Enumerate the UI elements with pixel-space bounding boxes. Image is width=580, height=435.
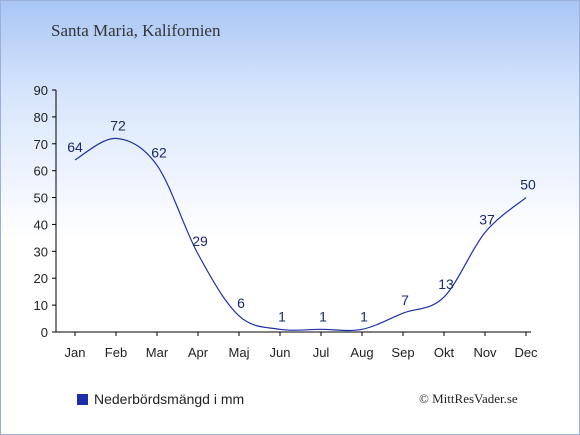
x-tick-label: Mar (146, 345, 169, 360)
x-tick-label: Jul (313, 345, 330, 360)
y-tick-label: 60 (34, 164, 48, 179)
legend-label: Nederbördsmängd i mm (94, 391, 245, 407)
y-tick-label: 90 (34, 83, 48, 98)
credit-text: © MittResVader.se (419, 391, 518, 406)
y-tick-label: 10 (34, 298, 48, 313)
x-tick-label: Maj (229, 345, 250, 360)
data-label: 37 (479, 212, 495, 228)
y-tick-label: 70 (34, 137, 48, 152)
y-tick-label: 40 (34, 217, 48, 232)
x-tick-label: Jun (270, 345, 291, 360)
data-label: 50 (520, 177, 536, 193)
data-label: 64 (67, 139, 83, 155)
data-label: 1 (319, 308, 327, 324)
y-tick-label: 0 (41, 325, 48, 340)
data-labels: 64 72 62 29 6 1 1 1 7 13 37 50 (67, 117, 536, 324)
x-tick-label: Jan (65, 345, 86, 360)
y-tick-label: 80 (34, 110, 48, 125)
data-label: 1 (360, 308, 368, 324)
x-tick-label: Apr (188, 345, 209, 360)
x-tick-label: Aug (350, 345, 373, 360)
series-line (74, 137, 527, 332)
y-tick-label: 30 (34, 244, 48, 259)
legend-swatch (77, 393, 88, 405)
x-tick-label: Feb (105, 345, 127, 360)
data-label: 62 (151, 144, 167, 160)
data-label: 1 (278, 308, 286, 324)
data-label: 29 (192, 233, 208, 249)
data-label: 7 (401, 292, 409, 308)
y-tick-label: 20 (34, 271, 48, 286)
x-tick-label: Dec (514, 345, 538, 360)
x-tick-label: Sep (391, 345, 414, 360)
y-tick-label: 50 (34, 191, 48, 206)
series-group (74, 137, 527, 332)
data-label: 6 (237, 295, 245, 311)
x-tick-label: Nov (473, 345, 497, 360)
data-label: 13 (438, 276, 454, 292)
x-tick-label: Okt (434, 345, 455, 360)
legend: Nederbördsmängd i mm (77, 391, 244, 407)
chart-title: Santa Maria, Kalifornien (51, 21, 221, 40)
axes: 0 10 20 30 40 50 60 70 80 90 Jan Feb Mar Apr Maj Jun Jul… (34, 83, 539, 360)
data-label: 72 (110, 117, 126, 133)
